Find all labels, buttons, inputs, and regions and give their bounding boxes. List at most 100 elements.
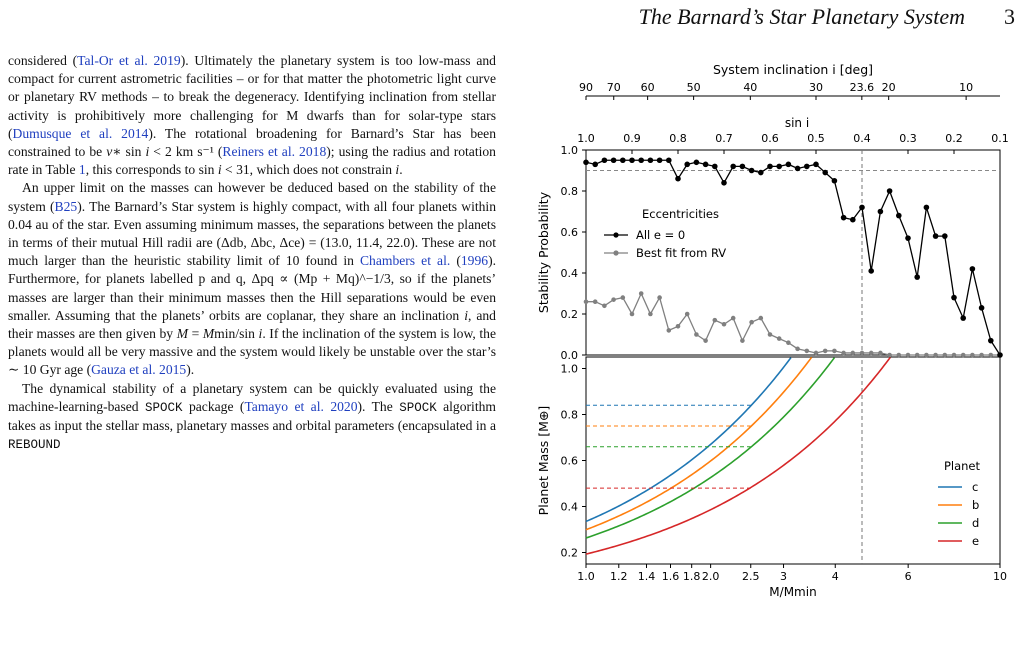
best-fit-series-point	[988, 352, 994, 358]
stability-ytick-label: 0.0	[561, 349, 579, 362]
text-run: An upper limit on the masses can however…	[8, 180, 496, 214]
best-fit-series-point	[638, 291, 644, 296]
best-fit-series-line	[586, 291, 1000, 356]
ratio-xtick-label: 1.4	[638, 570, 656, 583]
all-e0-series-point	[592, 161, 598, 168]
best-fit-series-point	[804, 348, 810, 354]
best-fit-series-point	[648, 311, 653, 317]
citation-link[interactable]: Tal-Or et al. 2019	[77, 53, 181, 68]
text-run: algorithm takes as input the stellar mas…	[8, 398, 496, 434]
stability-ytick-label: 0.8	[561, 185, 579, 198]
inclination-tick-label: 20	[882, 81, 896, 94]
mass-curve-b	[585, 356, 813, 531]
best-fit-series-point	[721, 321, 727, 327]
all-e0-series-point	[840, 214, 847, 221]
sini-tick-label: 1.0	[577, 132, 595, 145]
text-run: package (	[182, 398, 245, 414]
all-e0-series-point	[942, 233, 948, 239]
stability-ytick-label: 0.6	[561, 226, 579, 239]
best-fit-series-point	[786, 340, 791, 346]
citation-link[interactable]: 1	[78, 162, 86, 178]
mass-ytick-label: 1.0	[561, 363, 579, 376]
inclination-tick-label: 10	[959, 81, 973, 94]
best-fit-series-point	[776, 336, 782, 341]
math-symbol: i	[145, 144, 150, 160]
citation-link[interactable]: Dumusque et al. 2014	[12, 125, 149, 141]
ratio-xtick-label: 6	[905, 570, 912, 583]
all-e0-series-point	[923, 204, 930, 211]
inclination-tick-label: 70	[607, 81, 621, 94]
best-fit-series-point	[795, 346, 800, 352]
page-header: The Barnard’s Star Planetary System 3	[0, 4, 1023, 34]
citation-link[interactable]: 1996	[460, 253, 489, 269]
mass-curve-d	[585, 357, 836, 539]
mass-ytick-label: 0.8	[561, 409, 579, 422]
planet-legend-title: Planet	[944, 459, 981, 473]
best-fit-series-point	[592, 299, 598, 304]
best-fit-series-point	[694, 332, 699, 337]
body-text-column: considered (Tal-Or et al. 2019). Ultimat…	[8, 52, 496, 454]
best-fit-series-point	[896, 352, 902, 358]
citation-link[interactable]: B25	[54, 198, 78, 214]
text-run: The dynamical stability of a planetary s…	[8, 380, 496, 414]
math-symbol: M	[202, 326, 215, 342]
ratio-xlabel: M/Mmin	[769, 585, 816, 599]
upper-panel-frame	[585, 149, 1001, 356]
text-run: , this corresponds to sin	[85, 162, 218, 178]
best-fit-series-point	[749, 319, 754, 325]
page-number: 3	[1004, 4, 1015, 29]
all-e0-series-point	[868, 268, 874, 274]
all-e0-series-point	[951, 294, 957, 301]
paragraph-3: The dynamical stability of a planetary s…	[8, 380, 496, 455]
stability-figure: System inclination i [deg] 90 70 60 50 40 30 23…	[536, 62, 1009, 599]
all-e0-series-point	[721, 180, 727, 186]
ratio-xtick-label: 10	[993, 570, 1007, 583]
best-fit-series-point	[942, 352, 948, 358]
citation-link[interactable]: Gauza et al. 2015	[91, 362, 187, 378]
inclination-axis-label: System inclination i [deg]	[713, 62, 873, 77]
best-fit-series-point	[841, 350, 846, 356]
all-e0-series-point	[997, 352, 1003, 358]
code-text: REBOUND	[8, 438, 61, 453]
citation-link[interactable]: Chambers et al.	[359, 253, 451, 269]
all-e0-series-point	[620, 157, 626, 164]
best-fit-series-point	[629, 311, 635, 317]
ratio-xtick-label: 1.6	[662, 570, 680, 583]
ratio-xtick-label: 3	[780, 570, 787, 583]
text-run: ); using the radius and rotation rate in…	[8, 144, 496, 178]
sini-tick-label: 0.2	[945, 132, 963, 145]
ratio-xtick-label: 4	[832, 570, 839, 583]
all-e0-series-point	[794, 165, 801, 172]
all-e0-series-point	[932, 233, 939, 239]
stability-ytick-label: 0.2	[561, 308, 579, 321]
best-fit-series-point	[620, 295, 626, 300]
text-run: considered (	[8, 53, 78, 68]
legend-label: Best fit from RV	[636, 246, 726, 260]
stability-ylabel: Stability Probability	[536, 191, 551, 313]
all-e0-series-line	[585, 159, 1001, 356]
inclination-tick-label: 40	[743, 81, 757, 94]
sini-axis-label: sin i	[785, 116, 809, 130]
best-fit-series-point	[850, 350, 856, 356]
best-fit-series-point	[675, 324, 681, 329]
math-symbol: M	[176, 326, 189, 342]
all-e0-series-point	[914, 274, 920, 280]
mass-curve-c	[585, 357, 792, 523]
best-fit-series-point	[583, 299, 589, 304]
all-e0-series-point	[712, 163, 718, 170]
legend-swatch-marker	[613, 232, 619, 238]
all-e0-series-point	[969, 266, 976, 272]
text-run: min/sin	[214, 326, 259, 342]
sini-tick-label: 0.6	[761, 132, 779, 145]
inclination-tick-label: 23.6	[850, 81, 875, 94]
best-fit-series-point	[611, 297, 616, 302]
inclination-tick-label: 50	[687, 81, 701, 94]
mass-ytick-label: 0.2	[561, 547, 579, 560]
best-fit-series-point	[666, 328, 672, 333]
best-fit-series-point	[878, 350, 883, 356]
citation-link[interactable]: Tamayo et al. 2020	[244, 398, 358, 414]
citation-link[interactable]: Reiners et al. 2018	[222, 144, 327, 160]
all-e0-series-point	[813, 161, 819, 168]
text-run: .	[399, 162, 403, 178]
text-run: ). Ultimately the planetary system is to…	[8, 53, 496, 141]
